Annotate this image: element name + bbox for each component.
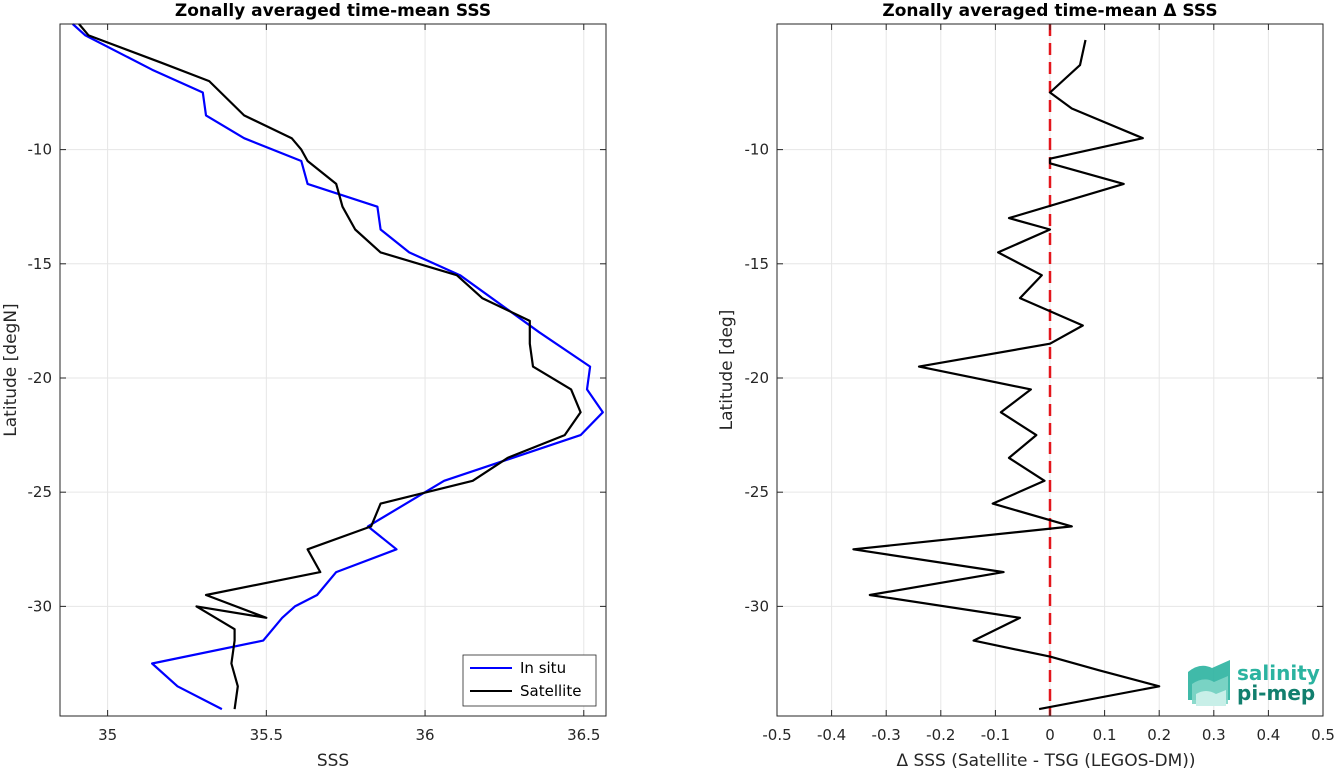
right-x-label: Δ SSS (Satellite - TSG (LEGOS-DM)) bbox=[896, 751, 1195, 769]
delta-sss-series-line bbox=[852, 39, 1161, 711]
x-tick-label: 36.5 bbox=[567, 726, 600, 744]
y-tick-label: -10 bbox=[745, 141, 770, 159]
x-tick-label: -0.1 bbox=[981, 726, 1010, 744]
x-tick-label: 36 bbox=[416, 726, 435, 744]
x-tick-label: -0.4 bbox=[817, 726, 846, 744]
x-tick-label: 35.5 bbox=[250, 726, 283, 744]
y-tick-label: -10 bbox=[28, 141, 53, 159]
left-title: Zonally averaged time-mean SSS bbox=[175, 1, 491, 21]
left-series-group bbox=[71, 23, 604, 711]
y-tick-label: -20 bbox=[28, 369, 53, 387]
x-tick-label: 35 bbox=[98, 726, 117, 744]
legend: In situ Satellite bbox=[462, 654, 597, 707]
left-x-label: SSS bbox=[317, 751, 349, 769]
left-plot-area bbox=[60, 24, 606, 716]
y-tick-label: -25 bbox=[745, 483, 770, 501]
y-tick-label: -15 bbox=[745, 255, 770, 273]
y-tick-label: -30 bbox=[745, 597, 770, 615]
right-y-label: Latitude [deg] bbox=[717, 310, 737, 431]
right-title: Zonally averaged time-mean Δ SSS bbox=[882, 1, 1217, 21]
y-tick-label: -30 bbox=[28, 597, 53, 615]
left-panel: 35 35.5 36 36.5 -10 -15 -20 -25 -30 Zonally aver… bbox=[1, 1, 607, 769]
legend-box bbox=[462, 654, 597, 707]
x-tick-label: 0.4 bbox=[1256, 726, 1280, 744]
x-tick-label: 0 bbox=[1045, 726, 1055, 744]
logo-line1: salinity bbox=[1237, 661, 1320, 685]
salinity-pimep-logo: salinity pi-mep bbox=[1188, 660, 1320, 706]
left-grid bbox=[60, 24, 606, 716]
y-tick-label: -15 bbox=[28, 255, 53, 273]
x-tick-label: 0.1 bbox=[1093, 726, 1117, 744]
y-tick-label: -20 bbox=[745, 369, 770, 387]
x-tick-label: 0.2 bbox=[1147, 726, 1171, 744]
x-tick-label: -0.5 bbox=[762, 726, 791, 744]
in-situ-series-line bbox=[71, 23, 604, 711]
logo-line2: pi-mep bbox=[1237, 681, 1315, 705]
right-ticks: -0.5 -0.4 -0.3 -0.2 -0.1 0 0.1 0.2 0.3 0.4 0.5 -10 -… bbox=[745, 24, 1335, 744]
x-tick-label: 0.3 bbox=[1202, 726, 1226, 744]
x-tick-label: 0.5 bbox=[1311, 726, 1335, 744]
legend-satellite-label: Satellite bbox=[520, 682, 581, 700]
x-tick-label: -0.3 bbox=[872, 726, 901, 744]
satellite-series-line bbox=[78, 23, 582, 710]
left-y-label: Latitude [degN] bbox=[1, 303, 21, 436]
legend-insitu-label: In situ bbox=[520, 659, 566, 677]
logo-wave-icon bbox=[1188, 660, 1230, 706]
right-series-group bbox=[852, 39, 1161, 711]
left-ticks: 35 35.5 36 36.5 -10 -15 -20 -25 -30 bbox=[28, 24, 606, 744]
left-axes-box bbox=[59, 23, 607, 717]
y-tick-label: -25 bbox=[28, 483, 53, 501]
x-tick-label: -0.2 bbox=[926, 726, 955, 744]
right-panel: -0.5 -0.4 -0.3 -0.2 -0.1 0 0.1 0.2 0.3 0.4 0.5 -10 -… bbox=[717, 1, 1335, 769]
